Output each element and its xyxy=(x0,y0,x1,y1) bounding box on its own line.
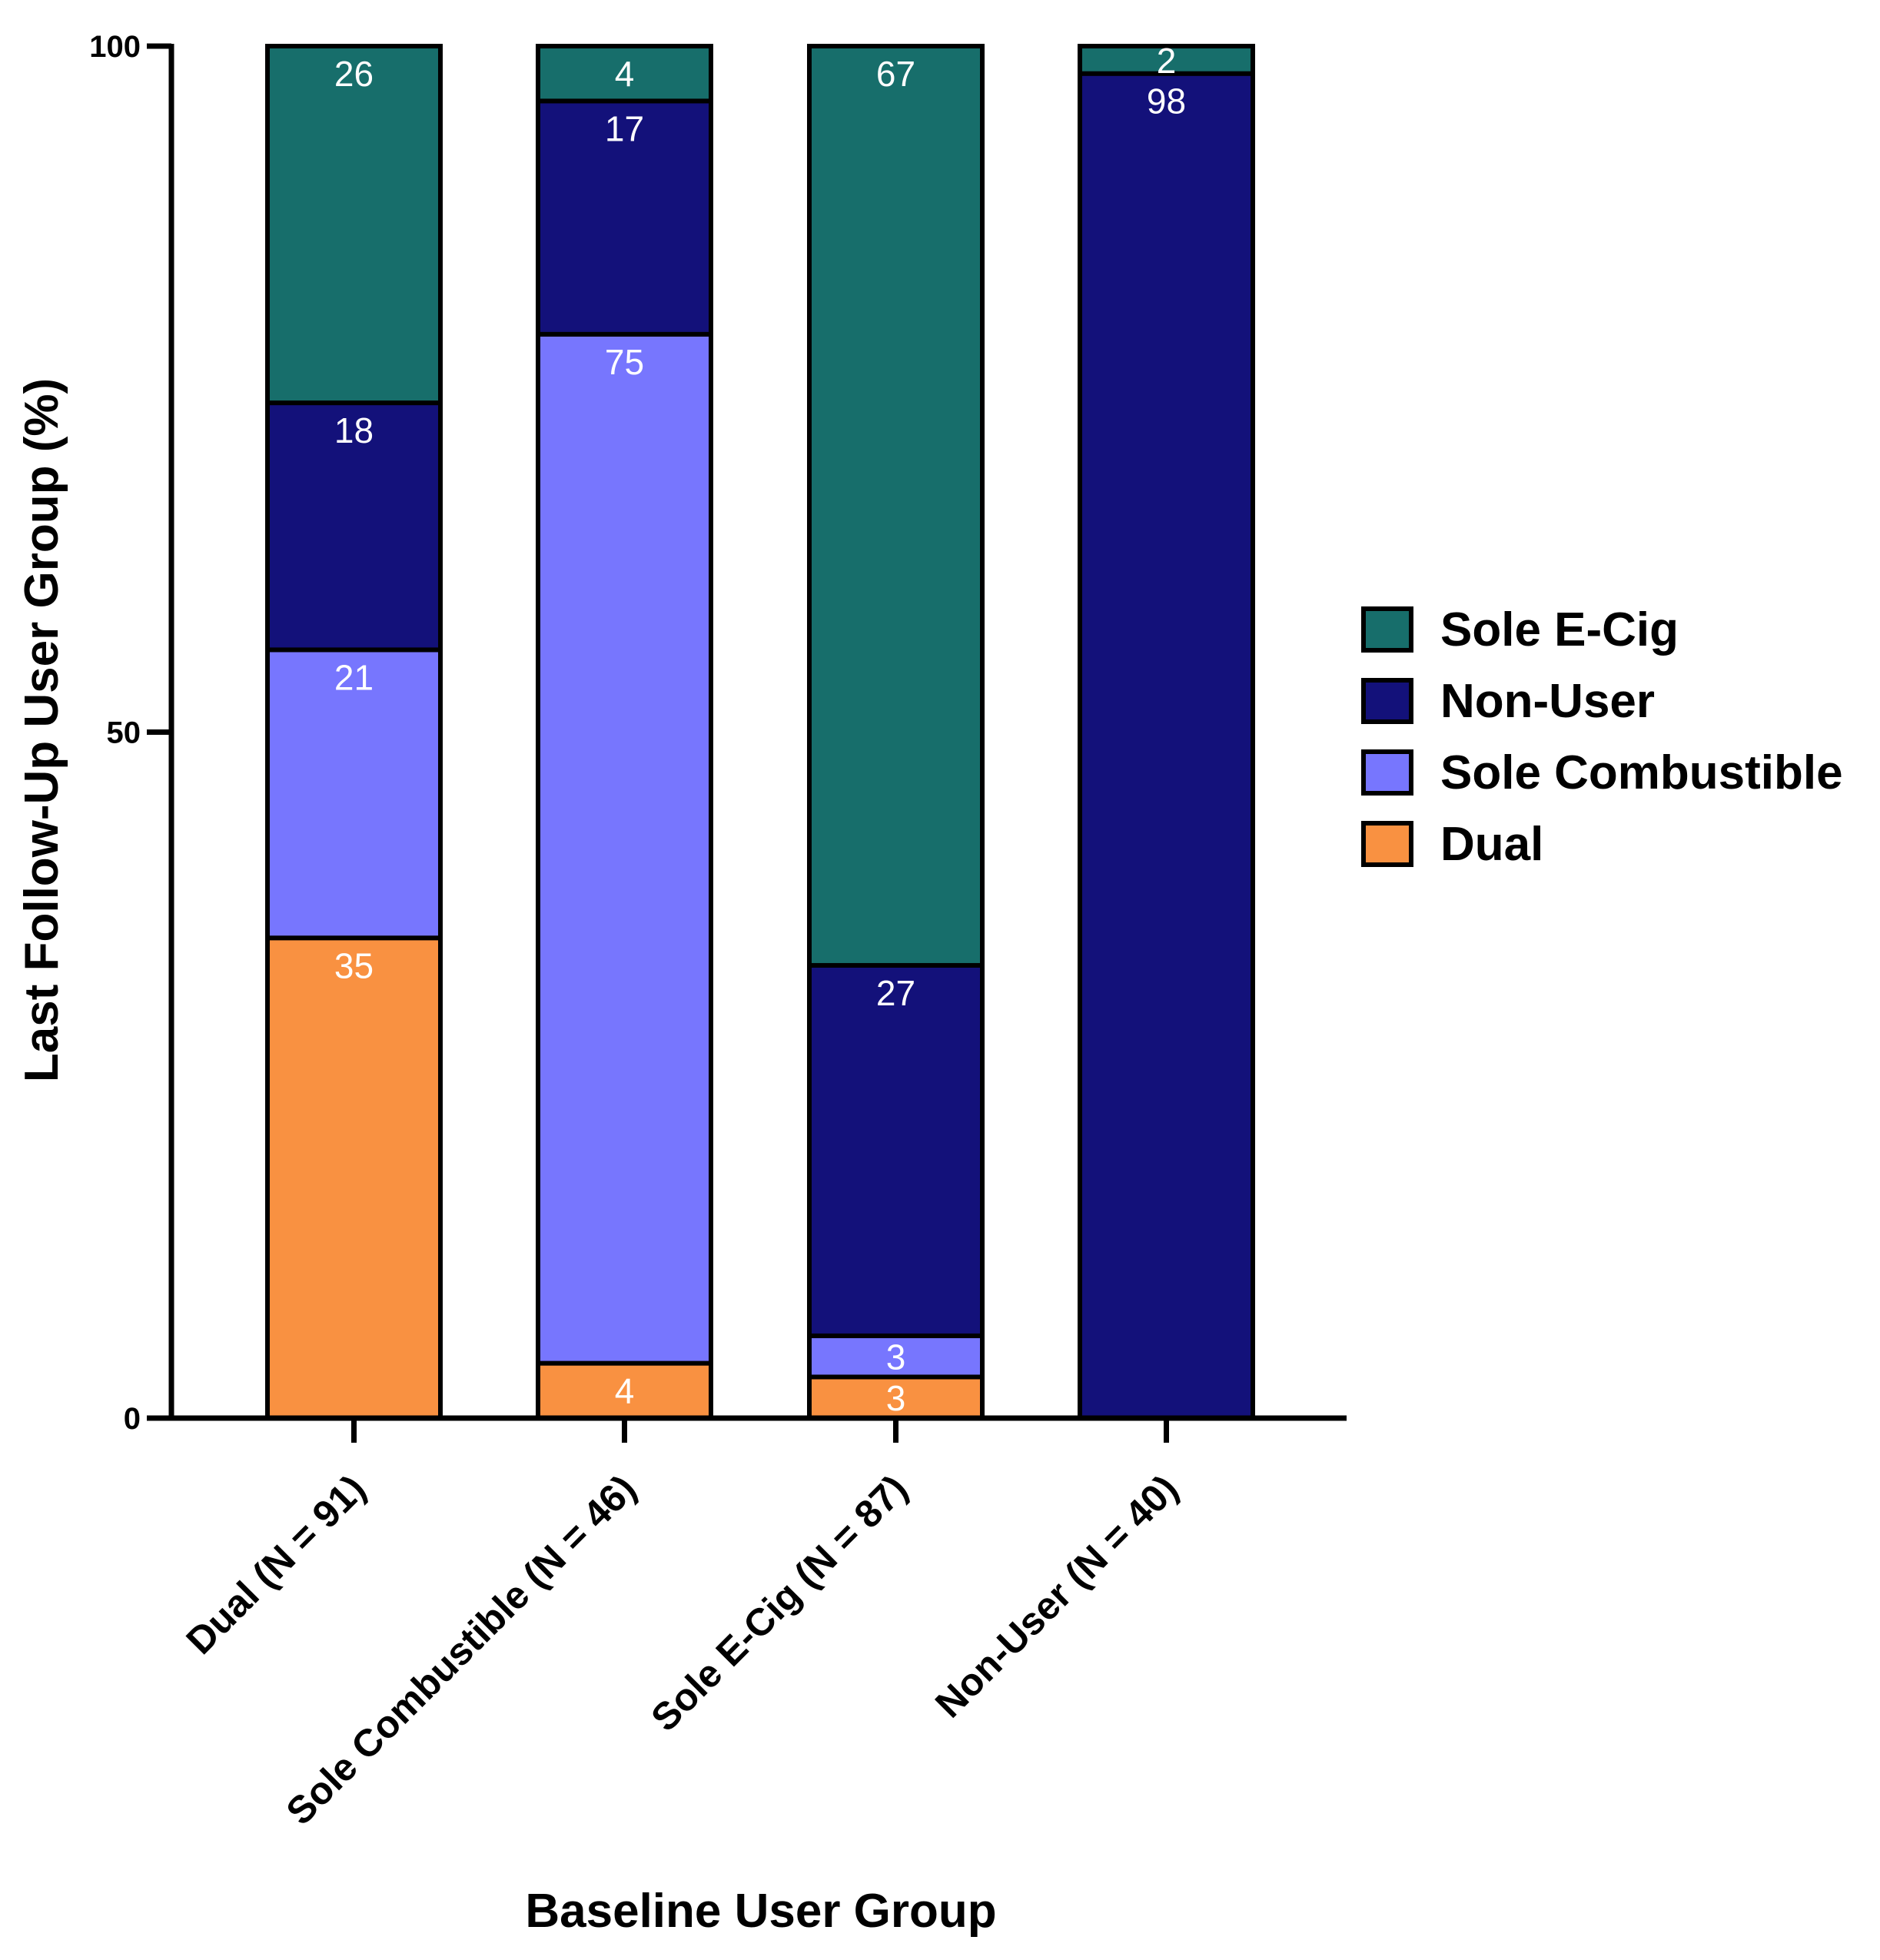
bar-segment-dual xyxy=(807,1374,985,1420)
data-label: 21 xyxy=(334,657,374,697)
bar-segment-sole-e-cig xyxy=(1078,44,1255,76)
legend-label-sole-e-cig: Sole E-Cig xyxy=(1440,603,1679,656)
data-label: 2 xyxy=(1157,41,1177,81)
bars-layer xyxy=(265,44,1255,1421)
bar-segment-sole-e-cig xyxy=(265,44,443,406)
data-label: 17 xyxy=(605,108,644,148)
bar-segment-sole-combustible xyxy=(536,331,713,1366)
bar-segment-non-user xyxy=(1078,71,1255,1421)
legend-label-non-user: Non-User xyxy=(1440,675,1655,728)
legend-label-sole-combustible: Sole Combustible xyxy=(1440,746,1843,799)
bar-segment-non-user xyxy=(536,98,713,337)
bar-segment-sole-combustible xyxy=(265,647,443,941)
data-label: 18 xyxy=(334,410,374,450)
data-label: 35 xyxy=(334,945,374,985)
bar-segment-non-user xyxy=(807,962,985,1338)
y-tick-label: 100 xyxy=(89,30,141,64)
legend-swatch-sole-e-cig xyxy=(1361,606,1413,653)
legend-swatch-non-user xyxy=(1361,678,1413,724)
data-label: 4 xyxy=(615,54,635,94)
data-label: 4 xyxy=(615,1371,635,1411)
legend-swatch-sole-combustible xyxy=(1361,749,1413,796)
bar-segment-sole-e-cig xyxy=(807,44,985,968)
data-label: 75 xyxy=(605,342,644,382)
bar-segment-dual xyxy=(265,935,443,1420)
data-label: 3 xyxy=(886,1378,906,1418)
y-tick-label: 0 xyxy=(124,1402,141,1436)
data-label: 67 xyxy=(876,54,915,94)
bar-segment-sole-combustible xyxy=(807,1333,985,1380)
x-tick-label: Non-User (N = 40) xyxy=(927,1467,1186,1726)
labels-layer: 35 21 18 26 4 75 17 4 33 27 67 982 xyxy=(334,41,1186,1418)
y-axis-title: Last Follow-Up User Group (%) xyxy=(15,378,68,1082)
bar-segment-non-user xyxy=(265,400,443,653)
data-label: 26 xyxy=(334,54,374,94)
data-label: 3 xyxy=(886,1337,906,1377)
legend-label-dual: Dual xyxy=(1440,818,1543,871)
bar-segment-sole-e-cig xyxy=(536,44,713,104)
data-label: 27 xyxy=(876,973,915,1013)
x-tick-label: Dual (N = 91) xyxy=(178,1467,374,1663)
data-label: 98 xyxy=(1147,81,1186,121)
x-tick-label: Sole E-Cig (N = 87) xyxy=(643,1467,915,1739)
legend-swatch-dual xyxy=(1361,821,1413,867)
legend: Sole E-Cig Non-User Sole Combustible Dual xyxy=(1361,603,1843,871)
x-axis-title: Baseline User Group xyxy=(525,1885,996,1938)
y-tick-label: 50 xyxy=(107,716,141,750)
